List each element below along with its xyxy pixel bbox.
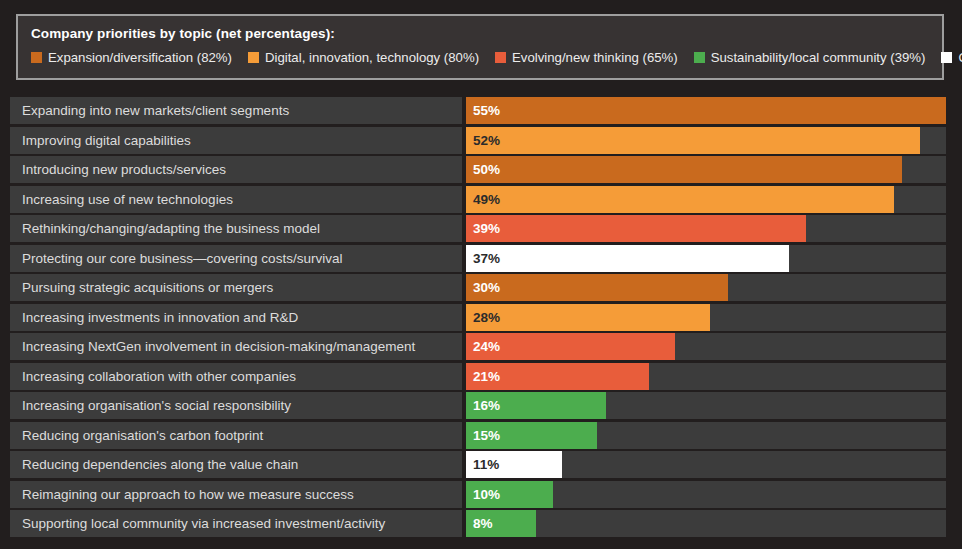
bar-value-label: 37%: [466, 251, 500, 266]
bar-track: 50%: [466, 156, 946, 183]
legend-item-evolving: Evolving/new thinking (65%): [495, 50, 678, 65]
bar-value-label: 28%: [466, 310, 500, 325]
chart-row: Rethinking/changing/adapting the busines…: [10, 215, 946, 242]
bar-chart: Expanding into new markets/client segmen…: [10, 97, 946, 537]
bar-value-label: 52%: [466, 133, 500, 148]
legend-item-expansion: Expansion/diversification (82%): [31, 50, 232, 65]
chart-row: Increasing use of new technologies 49%: [10, 186, 946, 213]
bar-track: 30%: [466, 274, 946, 301]
row-label: Reducing organisation's carbon footprint: [10, 422, 462, 449]
row-label: Reducing dependencies along the value ch…: [10, 451, 462, 478]
bar-track: 15%: [466, 422, 946, 449]
bar-value-label: 24%: [466, 339, 500, 354]
row-label: Increasing collaboration with other comp…: [10, 363, 462, 390]
bar: 15%: [466, 422, 597, 449]
chart-row: Introducing new products/services 50%: [10, 156, 946, 183]
bar-value-label: 55%: [466, 103, 500, 118]
bar-value-label: 50%: [466, 162, 500, 177]
bar-track: 11%: [466, 451, 946, 478]
bar: 37%: [466, 245, 789, 272]
row-label: Supporting local community via increased…: [10, 510, 462, 537]
bar-value-label: 15%: [466, 428, 500, 443]
bar-track: 21%: [466, 363, 946, 390]
row-label: Reimagining our approach to how we measu…: [10, 481, 462, 508]
legend-swatch-icon: [495, 52, 506, 63]
legend-items: Expansion/diversification (82%) Digital, …: [31, 50, 930, 65]
bar-track: 39%: [466, 215, 946, 242]
bar: 30%: [466, 274, 728, 301]
legend-box: Company priorities by topic (net percent…: [16, 14, 944, 80]
bar-value-label: 49%: [466, 192, 500, 207]
bar-value-label: 8%: [466, 516, 493, 531]
bar-value-label: 10%: [466, 487, 500, 502]
row-label: Expanding into new markets/client segmen…: [10, 97, 462, 124]
row-label: Improving digital capabilities: [10, 127, 462, 154]
row-label: Increasing NextGen involvement in decisi…: [10, 333, 462, 360]
chart-row: Increasing investments in innovation and…: [10, 304, 946, 331]
bar: 21%: [466, 363, 649, 390]
chart-row: Reducing dependencies along the value ch…: [10, 451, 946, 478]
row-label: Increasing organisation's social respons…: [10, 392, 462, 419]
chart-row: Reimagining our approach to how we measu…: [10, 481, 946, 508]
bar: 50%: [466, 156, 902, 183]
chart-row: Supporting local community via increased…: [10, 510, 946, 537]
bar: 49%: [466, 186, 894, 213]
legend-item-sustainability: Sustainability/local community (39%): [694, 50, 926, 65]
legend-swatch-icon: [31, 52, 42, 63]
row-label: Rethinking/changing/adapting the busines…: [10, 215, 462, 242]
legend-item-label: Digital, innovation, technology (80%): [265, 50, 479, 65]
bar-track: 8%: [466, 510, 946, 537]
bar-track: 10%: [466, 481, 946, 508]
legend-swatch-icon: [248, 52, 259, 63]
chart-row: Pursuing strategic acquisitions or merge…: [10, 274, 946, 301]
bar: 16%: [466, 392, 606, 419]
bar-track: 16%: [466, 392, 946, 419]
chart-row: Protecting our core business—covering co…: [10, 245, 946, 272]
legend-item-label: Evolving/new thinking (65%): [512, 50, 678, 65]
bar-value-label: 16%: [466, 398, 500, 413]
bar-value-label: 30%: [466, 280, 500, 295]
legend-item-other: Other: [941, 50, 962, 65]
legend-swatch-icon: [941, 52, 952, 63]
legend-item-label: Sustainability/local community (39%): [711, 50, 926, 65]
chart-title: Company priorities by topic (net percent…: [31, 26, 930, 41]
chart-row: Expanding into new markets/client segmen…: [10, 97, 946, 124]
bar-value-label: 11%: [466, 457, 499, 472]
legend-item-label: Other: [958, 50, 962, 65]
bar-track: 49%: [466, 186, 946, 213]
row-label: Increasing investments in innovation and…: [10, 304, 462, 331]
bar: 39%: [466, 215, 806, 242]
bar-value-label: 21%: [466, 369, 500, 384]
bar-track: 37%: [466, 245, 946, 272]
bar: 8%: [466, 510, 536, 537]
legend-swatch-icon: [694, 52, 705, 63]
chart-row: Increasing NextGen involvement in decisi…: [10, 333, 946, 360]
chart-row: Improving digital capabilities 52%: [10, 127, 946, 154]
bar: 28%: [466, 304, 710, 331]
bar: 11%: [466, 451, 562, 478]
chart-row: Increasing collaboration with other comp…: [10, 363, 946, 390]
bar: 24%: [466, 333, 675, 360]
row-label: Increasing use of new technologies: [10, 186, 462, 213]
bar-track: 55%: [466, 97, 946, 124]
row-label: Pursuing strategic acquisitions or merge…: [10, 274, 462, 301]
row-label: Introducing new products/services: [10, 156, 462, 183]
row-label: Protecting our core business—covering co…: [10, 245, 462, 272]
bar-track: 24%: [466, 333, 946, 360]
bar: 10%: [466, 481, 553, 508]
chart-row: Reducing organisation's carbon footprint…: [10, 422, 946, 449]
chart-row: Increasing organisation's social respons…: [10, 392, 946, 419]
bar-track: 52%: [466, 127, 946, 154]
legend-item-label: Expansion/diversification (82%): [48, 50, 232, 65]
bar: 55%: [466, 97, 946, 124]
legend-item-digital: Digital, innovation, technology (80%): [248, 50, 479, 65]
bar-track: 28%: [466, 304, 946, 331]
bar: 52%: [466, 127, 920, 154]
bar-value-label: 39%: [466, 221, 500, 236]
